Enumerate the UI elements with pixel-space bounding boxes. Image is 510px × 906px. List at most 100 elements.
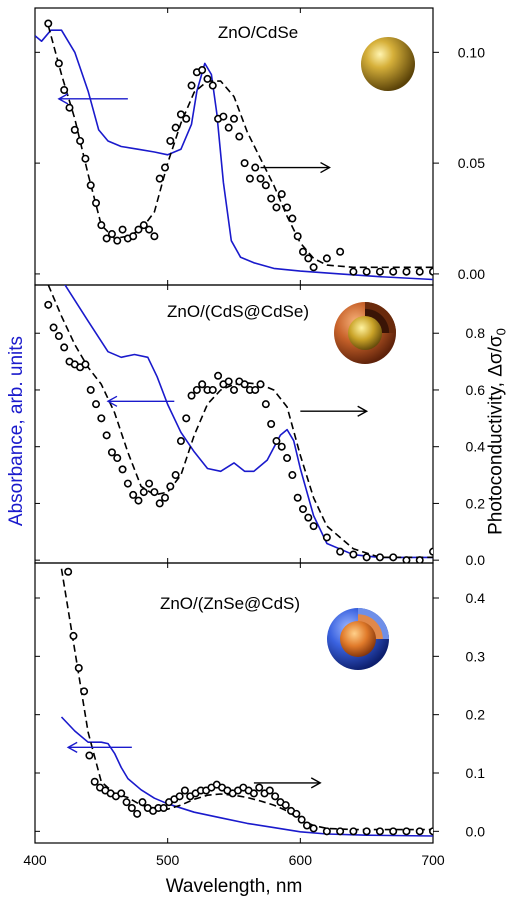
photoconductivity-point (309, 522, 318, 531)
photoconductivity-point (138, 798, 147, 807)
panel-title: ZnO/(ZnSe@CdS) (160, 594, 300, 613)
photoconductivity-point (159, 803, 168, 812)
photoconductivity-point (349, 550, 358, 559)
plot-area (35, 19, 433, 281)
photoconductivity-point (85, 751, 94, 760)
photoconductivity-point (74, 663, 83, 672)
core-sphere (340, 621, 376, 657)
photoconductivity-point (107, 230, 116, 239)
photoconductivity-point (402, 556, 411, 563)
photoconductivity-point (80, 687, 89, 696)
arrow-head (357, 405, 369, 417)
photoconductivity-point (134, 496, 143, 505)
plot-area (60, 567, 433, 837)
photoconductivity-point (122, 798, 131, 807)
x-axis-label: Wavelength, nm (165, 876, 303, 897)
photoconductivity-point (230, 385, 239, 394)
plot-area (44, 285, 433, 563)
photoconductivity-point (60, 85, 69, 94)
photoconductivity-point (293, 232, 302, 241)
photoconductivity-point (265, 786, 274, 795)
photoconductivity-point (245, 174, 254, 183)
photoconductivity-point (219, 112, 228, 121)
photoconductivity-point (65, 103, 74, 112)
photoconductivity-point (97, 414, 106, 423)
photoconductivity-point (255, 783, 264, 792)
photoconductivity-point (288, 471, 297, 480)
core-sphere (347, 315, 383, 351)
photoconductivity-point (117, 789, 126, 798)
y-tick-label-right: 0.1 (466, 765, 486, 781)
photoconductivity-point (44, 300, 53, 309)
photoconductivity-point (251, 385, 260, 394)
photoconductivity-point (272, 437, 281, 446)
photoconductivity-point (54, 59, 63, 68)
photoconductivity-point (375, 827, 384, 836)
photoconductivity-point (86, 385, 95, 394)
photoconductivity-point (240, 159, 249, 168)
photoconductivity-point (133, 809, 142, 818)
photoconductivity-point (187, 391, 196, 400)
photoconductivity-point (113, 454, 122, 463)
y-axis-label-absorbance: Absorbance, arb. units (6, 335, 27, 527)
photoconductivity-point (309, 824, 318, 833)
panel-title: ZnO/CdSe (218, 23, 298, 42)
photoconductivity-point (256, 174, 265, 183)
photoconductivity-point (139, 488, 148, 497)
panel-3: 0.0 0.1 0.2 0.3 0.4 400 500 600 700 ZnO/(ZnSe@CdS… (23, 562, 486, 868)
photoconductivity-point (389, 553, 398, 562)
photoconductivity-point (208, 385, 217, 394)
photoconductivity-point (429, 827, 433, 836)
arrow-head (66, 741, 78, 753)
photoconductivity-point (261, 400, 270, 409)
y-tick-label-right: 0.0 (466, 823, 486, 839)
y-axis-label-photoconductivity: Photoconductivity, Δσ/σ0 (486, 287, 509, 577)
photoconductivity-point (192, 385, 201, 394)
photoconductivity-point (349, 267, 358, 276)
photoconductivity-point (150, 232, 159, 241)
photoconductivity-point (155, 174, 164, 183)
y-tick-label-right: 0.00 (458, 266, 485, 282)
photoconductivity-point (81, 154, 90, 163)
x-tick-label: 700 (421, 852, 445, 868)
photoconductivity-point (298, 247, 307, 256)
photoconductivity-point (70, 125, 79, 134)
photoconductivity-point (208, 81, 217, 90)
photoconductivity-point (176, 437, 185, 446)
photoconductivity-point (322, 827, 331, 836)
y-tick-label-right: 0.3 (466, 648, 486, 664)
photoconductivity-point (415, 827, 424, 836)
arrow-head (310, 777, 322, 789)
photoconductivity-point (134, 225, 143, 234)
photoconductivity-point (224, 377, 233, 386)
photoconductivity-point (44, 19, 53, 28)
photoconductivity-point (304, 254, 313, 263)
photoconductivity-point (283, 454, 292, 463)
y-tick-label-right: 0.2 (466, 707, 486, 723)
x-tick-label: 500 (156, 852, 180, 868)
photoconductivity-point (187, 81, 196, 90)
y-tick-label-right: 0.05 (458, 155, 485, 171)
photoconductivity-point (127, 803, 136, 812)
photoconductivity-point (102, 234, 111, 243)
gold-sphere-icon (361, 37, 415, 91)
photoconductivity-point (271, 792, 280, 801)
y-tick-label-right: 0.0 (466, 552, 486, 568)
photoconductivity-point (292, 809, 301, 818)
photoconductivity-point (281, 801, 290, 810)
photoconductivity-point (277, 190, 286, 199)
photoconductivity-point (261, 181, 270, 190)
photoconductivity-point (251, 163, 260, 172)
photoconductivity-point (297, 815, 306, 824)
photoconductivity-point (362, 553, 371, 562)
photoconductivity-point (277, 442, 286, 451)
photoconductivity-point (54, 332, 63, 341)
photoconductivity-point (362, 827, 371, 836)
x-tick-label: 400 (23, 852, 47, 868)
photoconductivity-point (145, 479, 154, 488)
photoconductivity-point (166, 136, 175, 145)
absorbance-line (64, 285, 433, 559)
photoconductivity-point (375, 553, 384, 562)
photoconductivity-point (86, 181, 95, 190)
photoconductivity-point (375, 267, 384, 276)
